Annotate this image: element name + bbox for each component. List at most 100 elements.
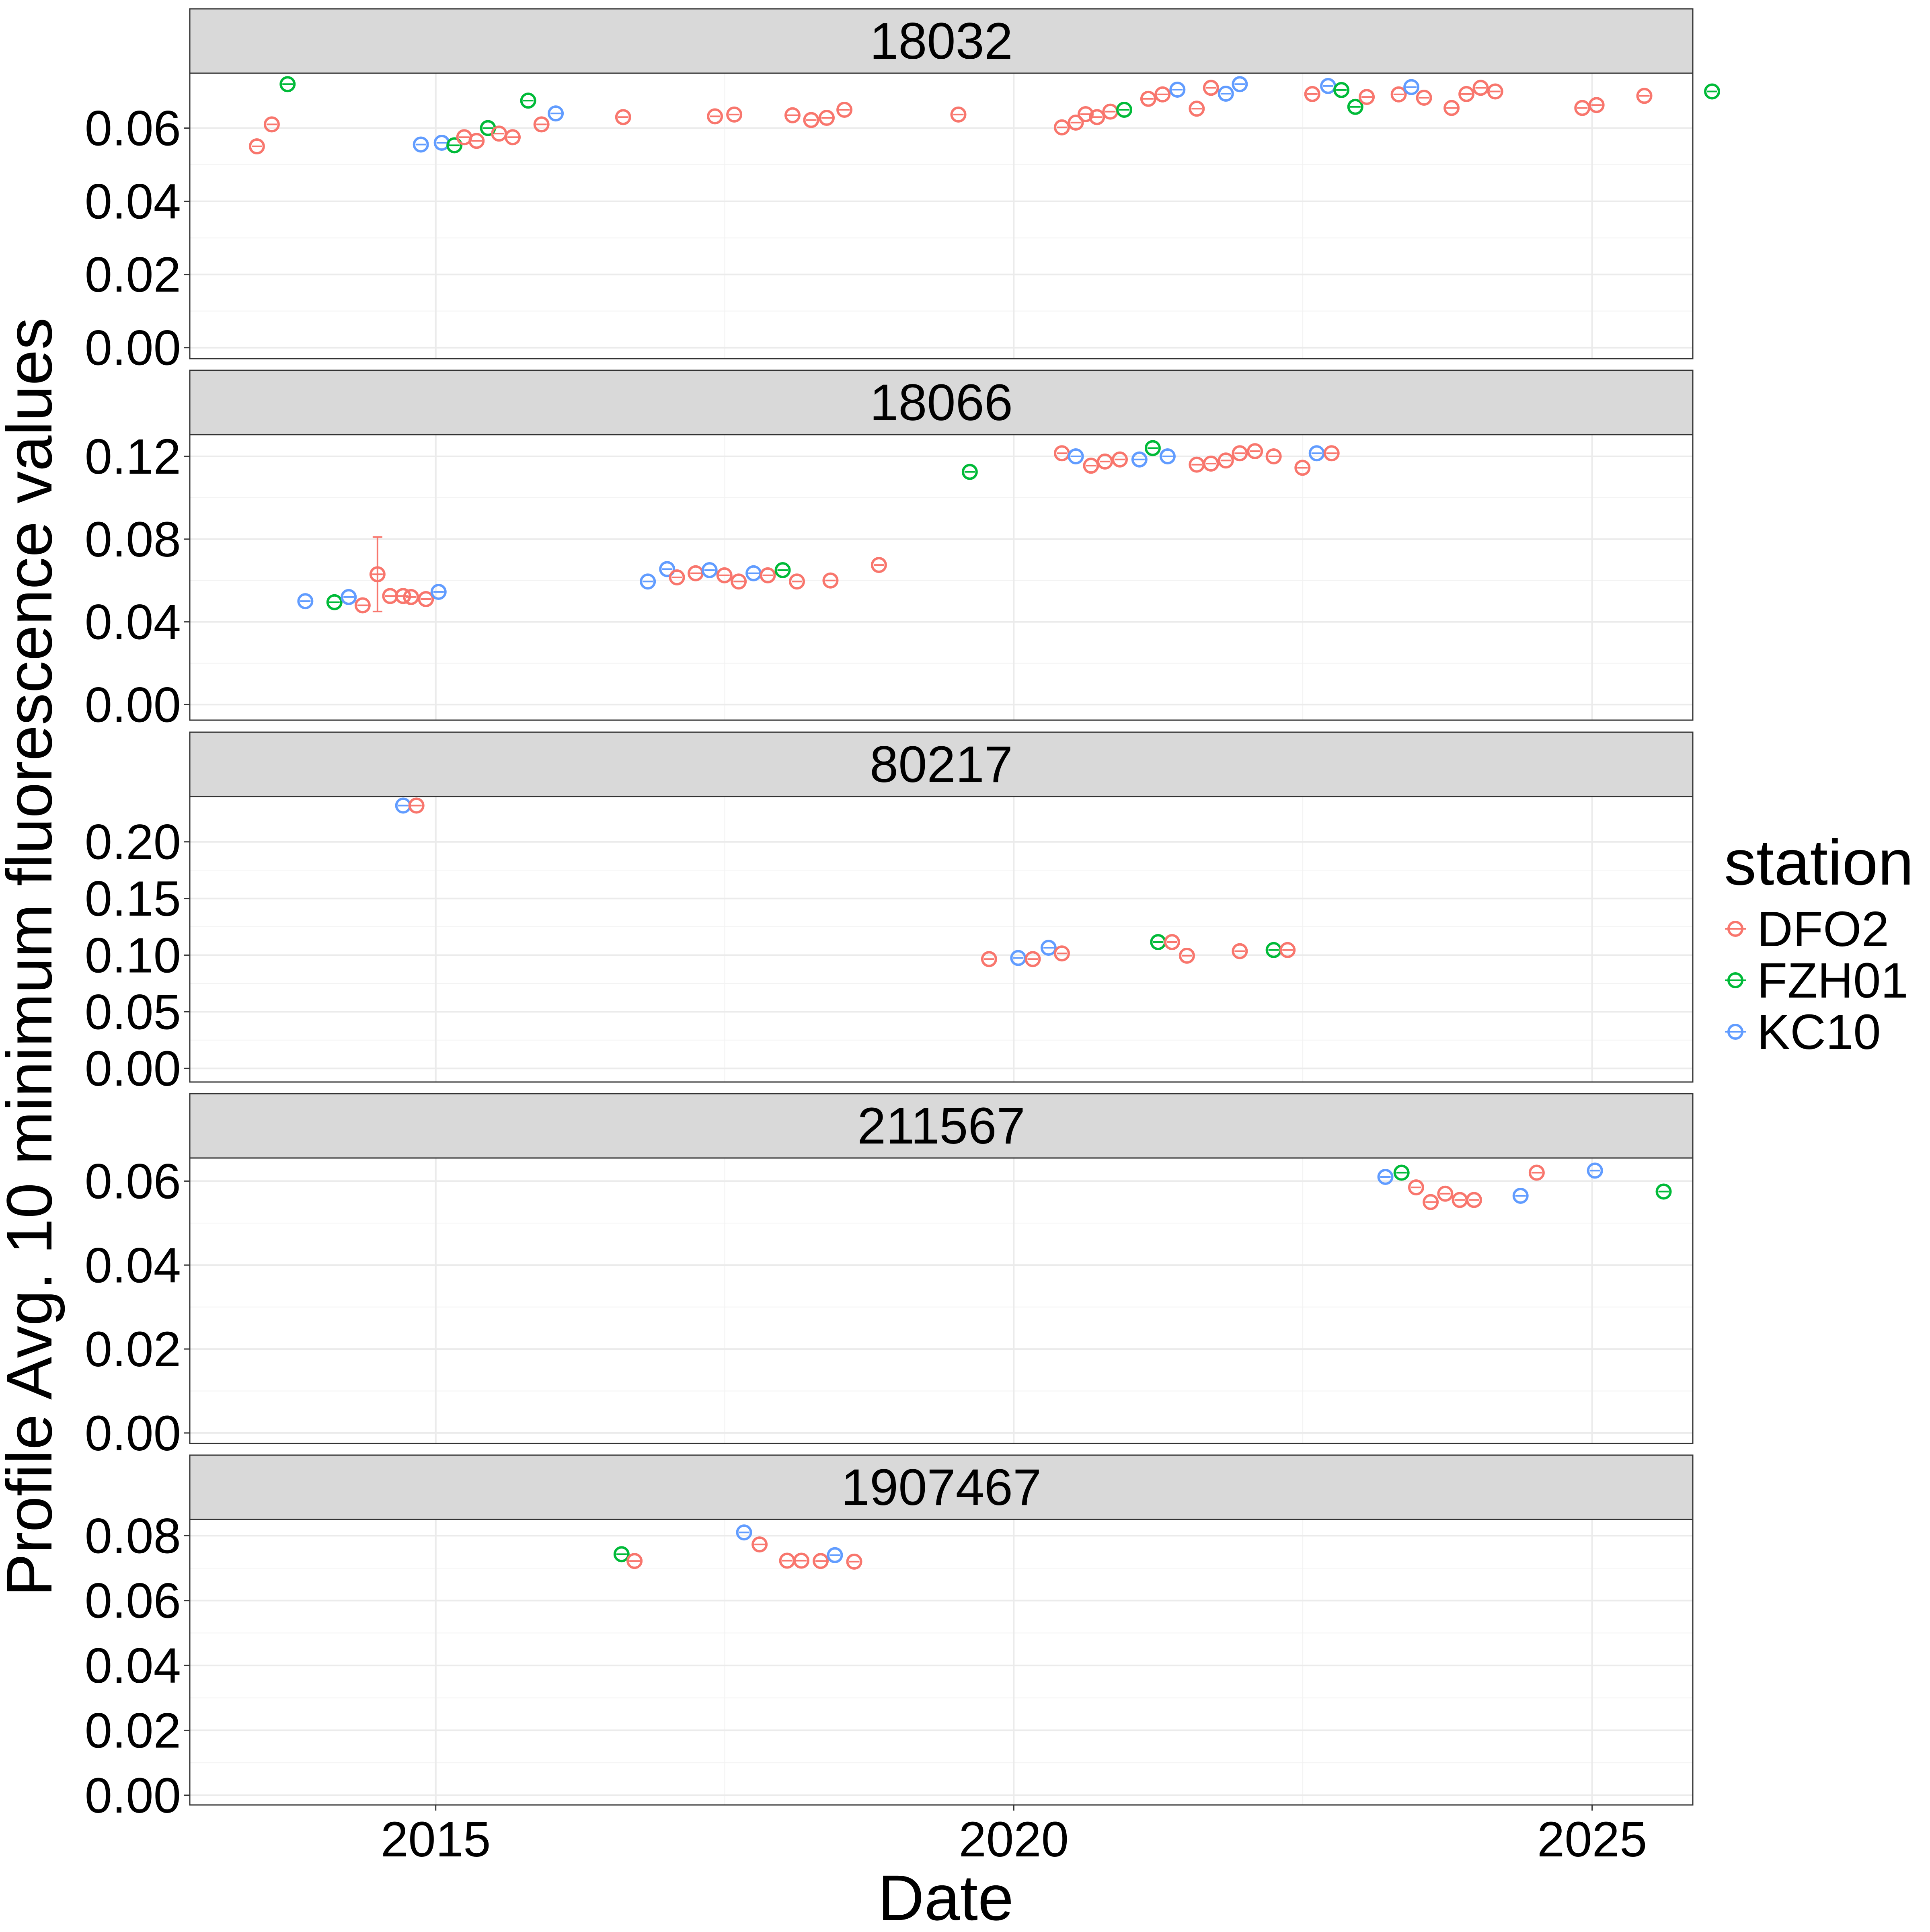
point-marker [701,562,718,578]
y-tick-label: 0.00 [85,1768,181,1823]
x-tick-label: 2020 [959,1812,1069,1867]
point-marker [784,107,801,123]
legend-item-dfo2: DFO2 [1725,902,1889,957]
y-tick-label: 0.12 [85,429,181,485]
point-marker [1294,460,1311,476]
facet-strip-label: 211567 [857,1097,1025,1155]
point-marker [395,588,411,604]
point-marker [1655,1183,1672,1200]
data-point-dfo2 [1458,86,1475,102]
point-marker [1159,448,1176,465]
data-point-dfo2 [1472,80,1489,96]
point-marker [468,133,485,149]
data-point-dfo2 [707,108,723,125]
point-marker [1443,100,1460,116]
legend-title: station [1724,826,1914,898]
data-point-dfo2 [263,116,280,133]
legend-item-fzh01: FZH01 [1725,953,1908,1008]
point-marker [1393,1164,1410,1181]
data-point-kc10 [1403,79,1420,95]
point-marker [1472,80,1489,96]
data-point-dfo2 [1443,100,1460,116]
point-marker [341,589,357,605]
data-point-kc10 [1512,1187,1529,1204]
point-marker [726,106,743,123]
data-point-dfo2 [505,129,521,146]
data-point-dfo2 [871,557,887,573]
point-marker [803,112,819,128]
data-point-kc10 [701,562,718,578]
legend-key-marker [1727,921,1743,937]
data-point-dfo2 [1053,945,1070,962]
point-marker [1458,86,1475,102]
point-marker [1040,940,1057,956]
data-point-dfo2 [1588,97,1605,113]
data-point-dfo2 [803,112,819,128]
legend-label: KC10 [1757,1005,1881,1060]
point-marker [1116,102,1133,118]
point-marker [533,116,550,133]
data-point-fzh01 [1704,83,1721,100]
data-point-dfo2 [1487,83,1503,100]
y-tick-label: 0.00 [85,678,181,733]
facet-strip-label: 18066 [870,374,1013,431]
data-point-dfo2 [1112,451,1128,468]
legend-label: FZH01 [1757,953,1908,1008]
point-marker [789,573,805,590]
point-marker [1189,101,1205,117]
point-marker [827,1547,843,1563]
point-marker [731,573,747,590]
data-point-dfo2 [1164,934,1180,951]
data-point-dfo2 [793,1552,810,1569]
point-marker [1097,453,1113,470]
plot-background [190,1519,1693,1805]
plot-background [190,797,1693,1082]
y-tick-label: 0.08 [85,1509,181,1564]
data-point-dfo2 [1294,460,1311,476]
point-marker [1247,443,1263,460]
data-point-dfo2 [1232,445,1248,462]
data-point-dfo2 [1083,458,1099,474]
point-marker [1164,934,1180,951]
data-point-fzh01 [613,1546,630,1562]
panel-border [189,434,1694,721]
y-tick-label: 0.15 [85,872,181,927]
data-point-dfo2 [1323,445,1340,462]
data-point-dfo2 [1304,86,1320,102]
data-point-dfo2 [615,109,631,125]
y-tick-label: 0.04 [85,1638,181,1694]
data-point-dfo2 [822,572,839,589]
data-point-dfo2 [1089,109,1105,125]
point-marker [846,1553,862,1570]
point-marker [418,591,434,608]
point-marker [1333,82,1350,98]
data-point-dfo2 [1179,947,1195,964]
x-tick-label: 2025 [1537,1812,1647,1867]
point-marker [1323,445,1340,462]
data-point-kc10 [827,1547,843,1563]
data-point-kc10 [736,1524,752,1541]
point-marker [1279,942,1296,958]
data-point-dfo2 [1025,951,1041,967]
data-point-kc10 [1308,445,1325,462]
facet-strip-label: 80217 [870,736,1013,793]
data-point-fzh01 [520,92,536,109]
data-point-dfo2 [1279,942,1296,958]
point-marker [1089,109,1105,125]
data-point-fzh01 [1144,440,1161,456]
point-marker [1437,1185,1454,1202]
data-point-kc10 [1169,81,1186,98]
point-marker [813,1553,829,1569]
point-marker [1232,76,1248,92]
data-point-dfo2 [1408,1179,1424,1196]
y-tick-label: 0.08 [85,512,181,567]
data-point-kc10 [1218,85,1234,102]
point-marker [1528,1164,1545,1181]
point-marker [1218,85,1234,102]
data-point-dfo2 [1466,1192,1482,1208]
facet-strip-label: 18032 [870,12,1013,70]
point-marker [659,561,676,577]
data-point-fzh01 [1333,82,1350,98]
facet-strip [189,370,1694,435]
point-marker [263,116,280,133]
